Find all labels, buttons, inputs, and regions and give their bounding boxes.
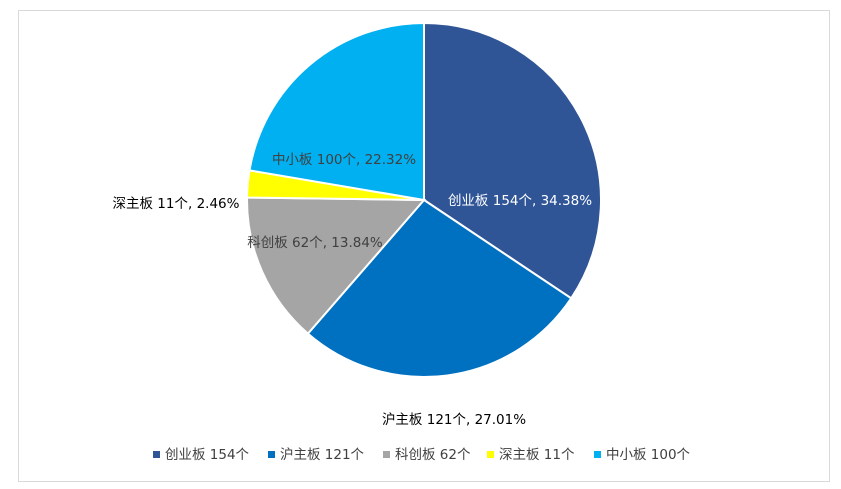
legend-label-chuangye: 创业板 154个 (165, 447, 250, 463)
legend-swatch-zhongxiao (594, 451, 601, 458)
legend-label-kechuang: 科创板 62个 (395, 447, 471, 463)
legend-item-hu-main: 沪主板 121个 (268, 447, 365, 463)
legend-item-shen-main: 深主板 11个 (487, 447, 575, 463)
pie-slice-hu-main (306, 198, 573, 378)
legend-swatch-shen-main (487, 451, 494, 458)
legend-label-zhongxiao: 中小板 100个 (606, 447, 691, 463)
pie-slice-zhongxiao (248, 21, 425, 202)
pie-slices (246, 21, 602, 378)
legend-swatch-chuangye (153, 451, 160, 458)
legend-swatch-kechuang (383, 451, 390, 458)
data-label-shen-main: 深主板 11个, 2.46% (113, 196, 240, 212)
data-label-kechuang: 科创板 62个, 13.84% (247, 235, 383, 251)
legend-label-hu-main: 沪主板 121个 (280, 447, 365, 463)
legend-item-zhongxiao: 中小板 100个 (594, 447, 691, 463)
data-label-zhongxiao: 中小板 100个, 22.32% (272, 152, 416, 168)
legend-label-shen-main: 深主板 11个 (499, 447, 575, 463)
legend-item-kechuang: 科创板 62个 (383, 447, 471, 463)
legend: 创业板 154个 沪主板 121个 科创板 62个 深主板 11个 中小板 100个 (153, 447, 691, 463)
data-label-chuangye: 创业板 154个, 34.38% (448, 193, 592, 209)
legend-swatch-hu-main (268, 451, 275, 458)
legend-item-chuangye: 创业板 154个 (153, 447, 250, 463)
pie-slice-kechuang (246, 196, 427, 336)
data-labels: 创业板 154个, 34.38% 沪主板 121个, 27.01% 科创板 62个,… (113, 152, 593, 428)
data-label-hu-main: 沪主板 121个, 27.01% (382, 412, 526, 428)
